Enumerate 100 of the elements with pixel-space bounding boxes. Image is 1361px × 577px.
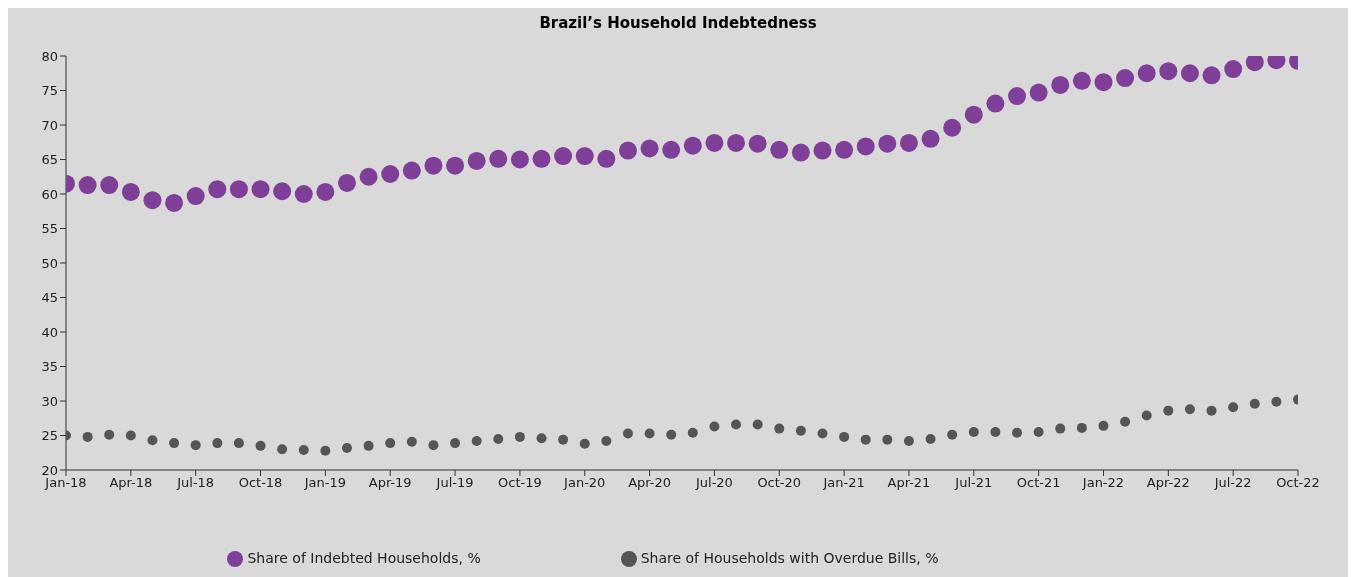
- x-tick-label: Jul-20: [694, 475, 733, 491]
- point: [839, 431, 850, 442]
- point: [925, 433, 936, 444]
- point: [446, 156, 465, 175]
- point: [536, 433, 547, 444]
- point: [514, 431, 525, 442]
- point: [1159, 62, 1178, 81]
- point: [320, 445, 331, 456]
- x-tick-label: Jul-18: [176, 475, 215, 491]
- point: [1055, 423, 1066, 434]
- point: [493, 433, 504, 444]
- point: [748, 134, 767, 153]
- point: [990, 427, 1001, 438]
- point: [618, 141, 637, 160]
- point: [1137, 64, 1156, 83]
- point: [770, 140, 789, 159]
- point: [947, 429, 958, 440]
- point: [165, 193, 184, 212]
- point: [813, 141, 832, 160]
- point: [731, 419, 742, 430]
- point: [817, 428, 828, 439]
- point: [208, 180, 227, 199]
- point: [143, 191, 162, 210]
- point: [835, 140, 854, 159]
- point: [774, 423, 785, 434]
- point: [878, 134, 897, 153]
- x-tick-label: Apr-20: [628, 475, 672, 491]
- point: [1206, 405, 1217, 416]
- x-tick-label: Jan-21: [822, 475, 865, 491]
- y-tick-label: 65: [41, 152, 58, 168]
- point: [575, 147, 594, 166]
- y-tick-label: 40: [41, 324, 58, 340]
- point: [921, 129, 940, 148]
- point: [186, 187, 205, 206]
- point: [1180, 64, 1199, 83]
- point: [1163, 405, 1174, 416]
- point: [402, 161, 421, 180]
- y-tick-label: 25: [41, 428, 58, 444]
- y-tick-label: 45: [41, 290, 58, 306]
- point: [212, 438, 223, 449]
- point: [424, 156, 443, 175]
- point: [903, 436, 914, 447]
- point: [385, 438, 396, 449]
- point: [337, 173, 356, 192]
- y-tick-label: 70: [41, 117, 58, 133]
- point: [666, 429, 677, 440]
- point: [428, 440, 439, 451]
- point: [229, 180, 248, 199]
- x-tick-label: Jul-21: [954, 475, 993, 491]
- point: [683, 136, 702, 155]
- point: [273, 182, 292, 201]
- point: [860, 434, 871, 445]
- x-tick-label: Jul-19: [435, 475, 474, 491]
- point: [727, 133, 746, 152]
- point: [255, 440, 266, 451]
- point: [1116, 69, 1135, 88]
- point: [450, 438, 461, 449]
- point: [662, 140, 681, 159]
- point: [1184, 404, 1195, 415]
- point: [363, 440, 374, 451]
- point: [795, 425, 806, 436]
- point: [1202, 66, 1221, 85]
- legend-label: Share of Indebted Households, %: [247, 550, 481, 566]
- point: [899, 133, 918, 152]
- point: [1120, 416, 1131, 427]
- y-tick-label: 35: [41, 359, 58, 375]
- point: [882, 434, 893, 445]
- point: [341, 442, 352, 453]
- point: [100, 176, 119, 195]
- point: [316, 182, 335, 201]
- point: [406, 436, 417, 447]
- point: [705, 133, 724, 152]
- x-tick-label: Apr-18: [109, 475, 153, 491]
- y-tick-label: 50: [41, 255, 58, 271]
- point: [82, 431, 93, 442]
- point: [1033, 427, 1044, 438]
- point: [125, 430, 136, 441]
- point: [510, 150, 529, 169]
- point: [558, 434, 569, 445]
- x-tick-label: Oct-20: [757, 475, 802, 491]
- point: [856, 137, 875, 156]
- point: [489, 149, 508, 168]
- point: [1249, 398, 1260, 409]
- point: [169, 438, 180, 449]
- point: [622, 428, 633, 439]
- x-tick-label: Jan-20: [563, 475, 606, 491]
- x-tick-label: Oct-22: [1276, 475, 1320, 491]
- point: [1094, 73, 1113, 92]
- point: [644, 428, 655, 439]
- point: [294, 185, 313, 203]
- point: [1245, 56, 1264, 72]
- point: [752, 419, 763, 430]
- point: [1051, 75, 1070, 94]
- x-tick-label: Jan-18: [44, 475, 87, 491]
- point: [121, 182, 140, 201]
- point: [147, 435, 158, 446]
- point: [78, 176, 97, 195]
- point: [687, 427, 698, 438]
- x-tick-label: Oct-18: [238, 475, 283, 491]
- point: [968, 427, 979, 438]
